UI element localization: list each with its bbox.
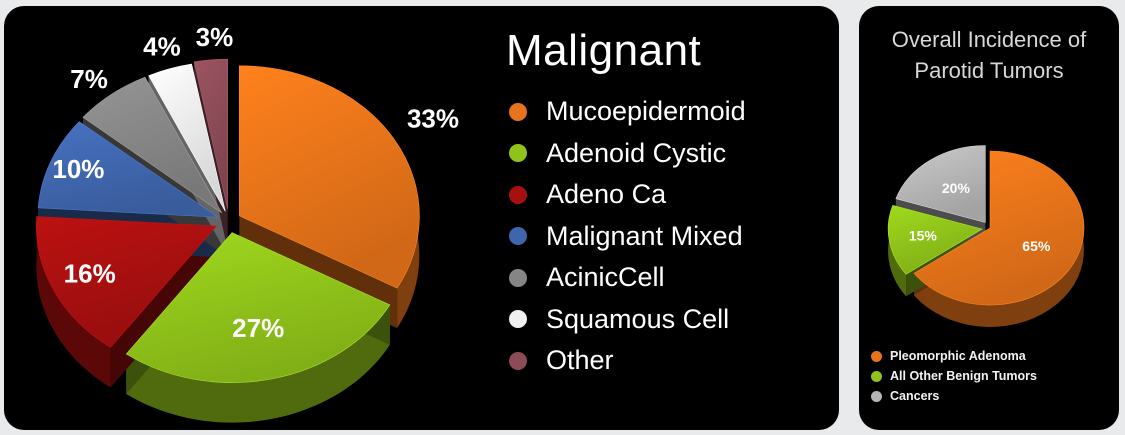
- pie-slice-side: [914, 151, 1084, 327]
- legend-item: Other: [509, 340, 746, 382]
- pie-slice-side: [36, 216, 111, 388]
- legend-swatch: [509, 102, 527, 121]
- malignant-chart-panel: 33% 27% 16% 10% 7% 4% 3% Malignant Mucoepiderm…: [4, 6, 839, 430]
- chart-title: Malignant: [506, 26, 702, 75]
- pie-slice-side: [126, 304, 390, 423]
- legend-swatch: [509, 351, 527, 370]
- legend-label: Adeno Ca: [546, 179, 667, 210]
- pie-slice: [148, 63, 226, 212]
- legend-item: Mucoepidermoid: [509, 91, 746, 133]
- legend-label: Squamous Cell: [546, 303, 730, 334]
- pie-slice: [36, 216, 217, 348]
- slice-label: 4%: [143, 32, 181, 62]
- legend-label: Adenoid Cystic: [546, 137, 727, 168]
- legend-item: Pleomorphic Adenoma: [871, 346, 1037, 366]
- pie-slice: [193, 58, 229, 210]
- pie-slice: [238, 65, 420, 289]
- legend-label: Other: [546, 345, 614, 376]
- incidence-chart-panel: Overall Incidence of Parotid Tumors 65% 1…: [859, 6, 1119, 430]
- legend-item: Malignant Mixed: [509, 216, 746, 258]
- malignant-pie-chart: 33% 27% 16% 10% 7% 4% 3%: [36, 20, 459, 423]
- slice-label: 3%: [196, 22, 234, 52]
- legend-label: AcinicCell: [546, 262, 665, 293]
- legend-swatch: [509, 185, 527, 204]
- pie-slice: [895, 145, 986, 223]
- legend-swatch: [509, 268, 527, 287]
- incidence-pie-chart: 65% 15% 20%: [887, 145, 1085, 327]
- legend-label: Mucoepidermoid: [546, 96, 746, 127]
- slice-label: 15%: [909, 228, 938, 244]
- slice-label: 65%: [1022, 238, 1051, 254]
- legend-label: Cancers: [890, 389, 940, 403]
- slice-label: 27%: [232, 313, 284, 343]
- pie-slice: [887, 204, 983, 275]
- legend-label: Pleomorphic Adenoma: [890, 349, 1026, 363]
- legend-item: Cancers: [871, 386, 1037, 406]
- malignant-legend: Mucoepidermoid Adenoid Cystic Adeno Ca Mali…: [509, 91, 746, 382]
- slice-label: 7%: [70, 64, 108, 94]
- legend-item: Adeno Ca: [509, 174, 746, 216]
- legend-swatch: [871, 350, 882, 362]
- slice-label: 10%: [52, 154, 104, 184]
- legend-swatch: [509, 144, 527, 163]
- legend-swatch: [509, 227, 527, 246]
- legend-swatch: [871, 370, 882, 382]
- chart-title-incidence: Overall Incidence of Parotid Tumors: [891, 27, 1087, 83]
- legend-item: Squamous Cell: [509, 299, 746, 341]
- legend-swatch: [871, 390, 882, 402]
- pie-slice: [913, 150, 1085, 306]
- slice-label: 20%: [942, 180, 971, 196]
- legend-label: All Other Benign Tumors: [890, 369, 1037, 383]
- legend-item: AcinicCell: [509, 257, 746, 299]
- pie-slice: [37, 121, 219, 218]
- incidence-legend: Pleomorphic Adenoma All Other Benign Tumo…: [871, 346, 1037, 406]
- legend-swatch: [509, 310, 527, 329]
- legend-item: Adenoid Cystic: [509, 133, 746, 175]
- slice-label: 33%: [407, 103, 459, 133]
- pie-slice: [125, 232, 391, 383]
- pie-slice: [82, 76, 222, 214]
- slice-label: 16%: [64, 259, 116, 289]
- legend-label: Malignant Mixed: [546, 220, 743, 251]
- legend-item: All Other Benign Tumors: [871, 366, 1037, 386]
- pie-slice-side: [888, 205, 907, 297]
